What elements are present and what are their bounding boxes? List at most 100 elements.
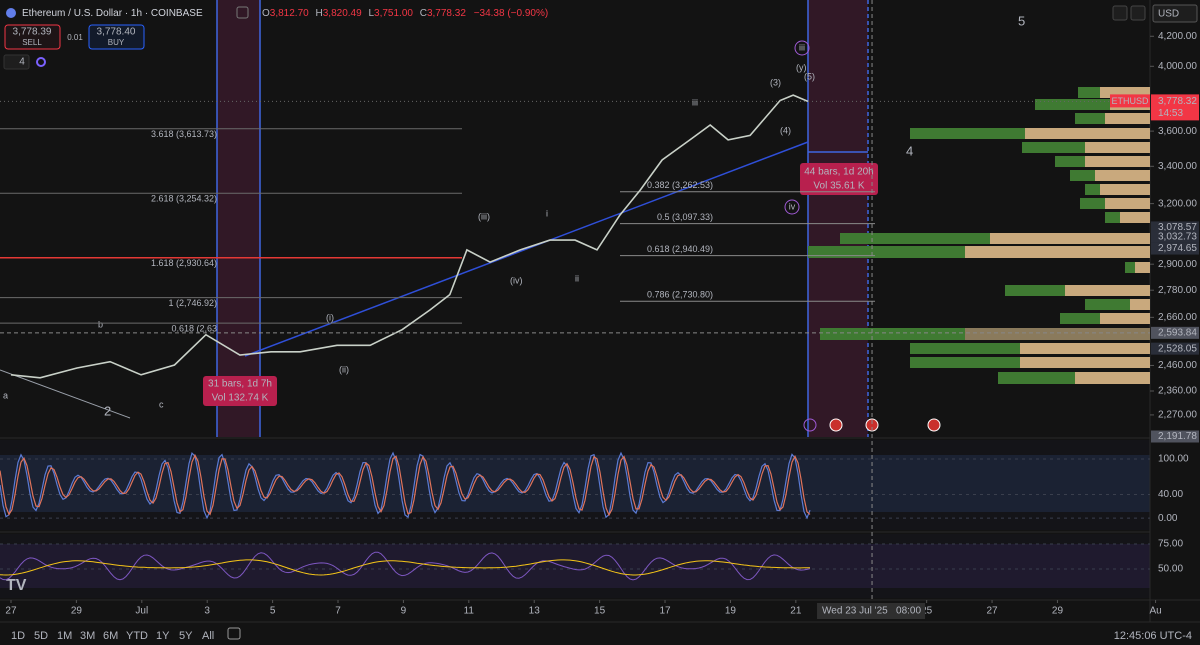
wave-label: (4) [780,125,791,135]
wave-label: b [98,319,103,329]
timeframe-button[interactable]: 1M [57,630,72,642]
vp-up [808,246,965,258]
price-tick-label: 3,200.00 [1158,198,1197,209]
visibility-icon[interactable] [236,6,249,19]
channel-line [244,141,809,357]
price-marker-bg [1151,242,1199,255]
wave-label: (5) [804,71,815,81]
time-tick-label: 13 [529,606,541,617]
wave-label: iii [799,42,805,52]
timeframe-button[interactable]: 1D [11,630,25,642]
event-icon[interactable] [829,418,843,432]
time-tick-label: 15 [594,606,606,617]
price-tick-label: 2,270.00 [1158,410,1197,421]
vp-up [1085,299,1130,310]
timeframe-button[interactable]: 3M [80,630,95,642]
price-marker-label: 2,593.84 [1158,327,1197,338]
price-marker-bg [1151,430,1199,443]
measure-bars: 44 bars, 1d 20h [804,167,874,178]
measure-box [800,163,878,195]
indicators-toggle[interactable]: 4 [3,54,46,70]
timeframe-button[interactable]: 1Y [156,630,170,642]
vp-up [820,328,965,340]
brand-logo: TV [6,577,27,594]
wave-label: 4 [906,143,913,158]
time-tick-label: 21 [790,606,802,617]
ohlc-key: O [262,8,270,19]
ohlc-key: L [368,8,374,19]
event-icon[interactable] [803,418,817,432]
timeframe-button[interactable]: 5D [34,630,48,642]
osc-tick-label: 0.00 [1158,513,1178,524]
vp-down [990,233,1150,244]
wave-ring [784,199,800,215]
rsi-ma [0,559,811,576]
wave-label: 5 [1018,13,1025,28]
timeframe-button[interactable]: YTD [126,630,148,642]
wave-label: (3) [770,77,781,87]
wave-label: (y) [796,62,807,72]
wave-label: c [159,399,164,409]
settings-icon[interactable] [1130,5,1146,21]
time-tick-label: 27 [5,606,17,617]
vp-up [1080,198,1105,209]
volume-profile [808,87,1150,384]
ohlc-value: 3,820.49 [323,8,362,19]
vp-down [1130,299,1150,310]
ohlc-value: 3,751.00 [374,8,413,19]
ohlc-key: H [316,8,323,19]
time-tick-label: 11 [464,606,475,617]
date-range-icon[interactable] [227,627,241,640]
spread: 0.01 [67,33,83,42]
ohlc-value: 3,778.32 [427,8,466,19]
osc-tick-label: 50.00 [1158,564,1183,575]
vp-up [910,357,1020,368]
time-tick-label: 29 [1052,606,1064,617]
vp-up [1022,142,1085,153]
vp-down [965,246,1150,258]
clock: 12:45:06 UTC-4 [1114,630,1192,642]
fib-label: 0.786 (2,730.80) [647,290,713,300]
vp-up [1085,184,1100,195]
price-marker-label: 2,191.78 [1158,431,1197,442]
sell-price: 3,778.39 [13,27,52,38]
vp-down [1120,212,1150,223]
timeframe-button[interactable]: 6M [103,630,118,642]
vp-up [1055,156,1085,167]
vp-down [1085,156,1150,167]
sell-button[interactable]: 3,778.39 SELL [4,24,61,50]
vp-up [1005,285,1065,296]
vp-down [1020,357,1150,368]
buy-label: BUY [108,38,125,47]
vp-down [1095,170,1150,181]
price-marker-bg [1151,230,1199,243]
event-icon[interactable] [927,418,941,432]
price-tick-label: 2,360.00 [1158,386,1197,397]
download-icon[interactable] [1112,5,1128,21]
price-tick-label: 3,400.00 [1158,161,1197,172]
currency-button[interactable]: USD [1152,4,1198,23]
price-tick-label: 4,200.00 [1158,31,1197,42]
time-tick-label: Jul [135,606,148,617]
osc-tick-label: 100.00 [1158,454,1189,465]
indicators-frame [3,54,30,70]
vp-down [1020,343,1150,354]
wave-label: a [3,390,8,400]
measure-box [203,376,277,406]
price-line [10,94,809,379]
fib-label: 2.618 (3,254.32) [151,194,217,204]
header-line: Ethereum / U.S. Dollar · 1h · COINBASE O… [22,8,548,19]
time-tick-label: 3 [204,606,210,617]
stoch-k [0,451,811,520]
timeframe-button[interactable]: All [202,630,214,642]
price-marker-bg [1151,326,1199,339]
vp-down [1025,128,1150,139]
wave-label: (ii) [339,364,349,374]
price-tick-label: 4,000.00 [1158,61,1197,72]
timeframe-button[interactable]: 5Y [179,630,193,642]
price-tick-label: 3,600.00 [1158,126,1197,137]
buy-button[interactable]: 3,778.40 BUY [88,24,145,50]
vp-down [1085,142,1150,153]
crosshair-time-bg [817,603,926,619]
